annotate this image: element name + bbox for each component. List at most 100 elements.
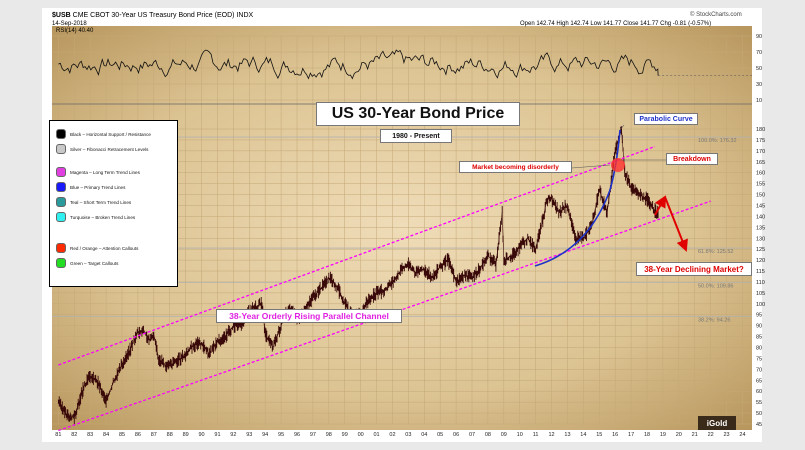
price-tick-label: 100 xyxy=(756,302,765,308)
chart-date: 14-Sep-2018 xyxy=(52,21,87,27)
legend-label: Teal – Short Term Trend Lines xyxy=(70,199,132,205)
x-tick-label: 10 xyxy=(517,432,523,438)
parabolic-label: Parabolic Curve xyxy=(634,113,698,125)
fib-level-label: 50.0%: 109.86 xyxy=(698,283,733,289)
price-tick-label: 90 xyxy=(756,324,762,330)
rsi-tick-label: 70 xyxy=(756,50,762,56)
fib-level-label: 38.2%: 94.26 xyxy=(698,317,730,323)
legend-label: Red / Orange – Attention Callouts xyxy=(70,245,139,251)
price-tick-label: 80 xyxy=(756,346,762,352)
chart-subtitle: 1980 - Present xyxy=(380,129,452,143)
price-tick-label: 65 xyxy=(756,378,762,384)
legend-swatch xyxy=(56,197,66,207)
rsi-panel: 90 70 50 30 10 xyxy=(52,34,762,105)
legend-label: Silver – Fibonacci Retracement Levels xyxy=(70,146,149,152)
breakdown-marker xyxy=(611,158,625,172)
ohlc-readout: Open 142.74 High 142.74 Low 141.77 Close… xyxy=(520,21,712,27)
x-tick-label: 09 xyxy=(501,432,507,438)
legend-item: Red / Orange – Attention Callouts xyxy=(56,243,138,253)
price-tick-label: 165 xyxy=(756,160,765,166)
rsi-line xyxy=(58,49,659,80)
price-tick-label: 175 xyxy=(756,138,765,144)
x-tick-label: 23 xyxy=(723,432,729,438)
symbol-description: CME CBOT 30-Year US Treasury Bond Price … xyxy=(72,12,235,19)
price-tick-label: 105 xyxy=(756,291,765,297)
x-tick-label: 92 xyxy=(230,432,236,438)
x-tick-label: 15 xyxy=(596,432,602,438)
bounce-arrow xyxy=(654,195,666,216)
legend-label: Black – Horizontal Support / Resistance xyxy=(70,131,151,137)
price-tick-label: 85 xyxy=(756,335,762,341)
x-tick-label: 07 xyxy=(469,432,475,438)
x-tick-label: 91 xyxy=(214,432,220,438)
price-tick-label: 45 xyxy=(756,422,762,428)
x-tick-label: 21 xyxy=(692,432,698,438)
x-tick-label: 12 xyxy=(548,432,554,438)
x-tick-label: 02 xyxy=(389,432,395,438)
legend-swatch xyxy=(56,212,66,222)
legend-box: Black – Horizontal Support / Resistance … xyxy=(49,120,178,287)
x-tick-label: 03 xyxy=(405,432,411,438)
x-tick-label: 88 xyxy=(167,432,173,438)
price-tick-label: 160 xyxy=(756,171,765,177)
rsi-tick-label: 90 xyxy=(756,34,762,40)
x-tick-label: 20 xyxy=(676,432,682,438)
price-tick-label: 110 xyxy=(756,280,765,286)
legend-item: Turquoise – Broken Trend Lines xyxy=(56,212,135,222)
legend-item: Silver – Fibonacci Retracement Levels xyxy=(56,144,148,154)
price-tick-label: 155 xyxy=(756,182,765,188)
price-tick-label: 120 xyxy=(756,258,765,264)
chart-header-symbol: $USB CME CBOT 30-Year US Treasury Bond P… xyxy=(52,12,253,19)
x-tick-label: 94 xyxy=(262,432,268,438)
x-tick-label: 08 xyxy=(485,432,491,438)
price-tick-label: 95 xyxy=(756,313,762,319)
x-tick-label: 18 xyxy=(644,432,650,438)
legend-label: Blue – Primary Trend Lines xyxy=(70,184,126,190)
x-tick-label: 22 xyxy=(708,432,714,438)
legend-swatch xyxy=(56,167,66,177)
rsi-tick-label: 30 xyxy=(756,82,762,88)
price-tick-label: 125 xyxy=(756,247,765,253)
price-tick-label: 180 xyxy=(756,127,765,133)
price-tick-label: 50 xyxy=(756,411,762,417)
x-tick-label: 24 xyxy=(739,432,745,438)
price-line xyxy=(58,128,659,418)
x-tick-label: 11 xyxy=(533,432,539,438)
legend-label: Turquoise – Broken Trend Lines xyxy=(70,214,136,220)
channel-line xyxy=(58,145,656,366)
x-tick-label: 90 xyxy=(198,432,204,438)
symbol: $USB xyxy=(52,12,71,19)
x-tick-label: 97 xyxy=(310,432,316,438)
x-tick-label: 87 xyxy=(151,432,157,438)
breakdown-label: Breakdown xyxy=(666,153,718,165)
x-tick-label: 13 xyxy=(564,432,570,438)
x-tick-label: 01 xyxy=(373,432,379,438)
axes: 1801751701651601551501451401351301251201… xyxy=(55,127,765,438)
x-tick-label: 05 xyxy=(437,432,443,438)
legend-item: Black – Horizontal Support / Resistance xyxy=(56,129,151,139)
channel-label: 38-Year Orderly Rising Parallel Channel xyxy=(216,309,402,323)
x-tick-label: 84 xyxy=(103,432,109,438)
legend-item: Blue – Primary Trend Lines xyxy=(56,182,125,192)
igold-watermark: iGold xyxy=(698,416,736,430)
legend-swatch xyxy=(56,182,66,192)
price-tick-label: 115 xyxy=(756,269,765,275)
x-tick-label: 98 xyxy=(326,432,332,438)
price-tick-label: 150 xyxy=(756,193,765,199)
parabolic-leader xyxy=(619,124,625,131)
x-tick-label: 04 xyxy=(421,432,427,438)
price-tick-label: 170 xyxy=(756,149,765,155)
x-tick-label: 99 xyxy=(342,432,348,438)
price-tick-label: 55 xyxy=(756,400,762,406)
legend-item: Green – Target Callouts xyxy=(56,258,118,268)
price-tick-label: 130 xyxy=(756,236,765,242)
rsi-tick-label: 50 xyxy=(756,66,762,72)
legend-item: Magenta – Long Term Trend Lines xyxy=(56,167,140,177)
legend-swatch xyxy=(56,129,66,139)
price-tick-label: 75 xyxy=(756,356,762,362)
x-tick-label: 82 xyxy=(71,432,77,438)
price-tick-label: 135 xyxy=(756,225,765,231)
x-tick-label: 06 xyxy=(453,432,459,438)
price-tick-label: 60 xyxy=(756,389,762,395)
x-tick-label: 89 xyxy=(183,432,189,438)
